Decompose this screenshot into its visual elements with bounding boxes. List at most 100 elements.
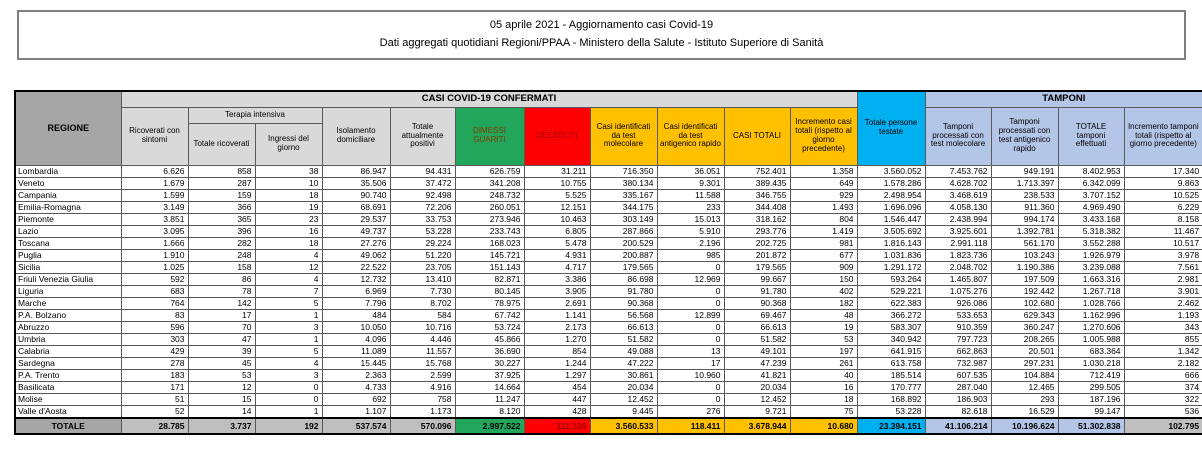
value-cell: 318.162	[723, 212, 791, 226]
total-value-cell: 118.411	[656, 416, 725, 435]
value-cell: 11.247	[454, 392, 525, 406]
value-cell: 1.465.807	[924, 272, 992, 286]
value-cell: 82.871	[454, 272, 525, 286]
value-cell: 49.062	[321, 248, 391, 262]
region-name: Veneto	[14, 176, 122, 190]
value-cell: 4.058.130	[924, 200, 992, 214]
value-cell: 1.025	[120, 260, 189, 274]
value-cell: 39	[187, 344, 256, 358]
region-name: Valle d'Aosta	[14, 404, 122, 418]
value-cell: 985	[656, 248, 725, 262]
value-cell: 179.565	[589, 260, 658, 274]
value-cell: 2.173	[523, 320, 591, 334]
value-cell: 37.925	[454, 368, 525, 382]
table-row: Puglia 1.910 248 4 49.062 51.220 145.721 4.931 2…	[14, 248, 1202, 262]
value-cell: 23.705	[389, 260, 456, 274]
group-header-tamponi: TAMPONI	[924, 90, 1202, 108]
value-cell: 66.613	[723, 320, 791, 334]
value-cell: 1.823.736	[924, 248, 992, 262]
value-cell: 1	[254, 404, 323, 418]
value-cell: 8.120	[454, 404, 525, 418]
value-cell: 12	[254, 260, 323, 274]
region-name: Lombardia	[14, 164, 122, 178]
value-cell: 200.529	[589, 236, 658, 250]
value-cell: 47.222	[589, 356, 658, 370]
value-cell: 4.916	[389, 380, 456, 394]
value-cell: 1.546.447	[856, 212, 926, 226]
value-cell: 389.435	[723, 176, 791, 190]
value-cell: 344.408	[723, 200, 791, 214]
value-cell: 22.522	[321, 260, 391, 274]
value-cell: 9.301	[656, 176, 725, 190]
value-cell: 53.228	[856, 404, 926, 418]
value-cell: 0	[656, 332, 725, 346]
region-name: Marche	[14, 296, 122, 310]
value-cell: 1.392.781	[990, 224, 1059, 238]
value-cell: 90.740	[321, 188, 391, 202]
value-cell: 4	[254, 248, 323, 262]
value-cell: 51	[120, 392, 189, 406]
value-cell: 10	[254, 176, 323, 190]
total-value-cell: 2.997.522	[454, 416, 525, 435]
value-cell: 83	[120, 308, 189, 322]
value-cell: 5.525	[523, 188, 591, 202]
header-tamponi-antigenico: Tamponi processati con test antigenico r…	[990, 106, 1059, 166]
value-cell: 666	[1123, 368, 1202, 382]
value-cell: 20.034	[723, 380, 791, 394]
value-cell: 3.505.692	[856, 224, 926, 238]
value-cell: 402	[789, 284, 858, 298]
value-cell: 16	[254, 224, 323, 238]
value-cell: 596	[120, 320, 189, 334]
value-cell: 1.030.218	[1057, 356, 1125, 370]
value-cell: 7.453.762	[924, 164, 992, 178]
value-cell: 797.723	[924, 332, 992, 346]
value-cell: 613.758	[856, 356, 926, 370]
value-cell: 13.410	[389, 272, 456, 286]
value-cell: 732.987	[924, 356, 992, 370]
value-cell: 20.501	[990, 344, 1059, 358]
value-cell: 4	[254, 272, 323, 286]
total-label: TOTALE	[14, 416, 122, 435]
value-cell: 20.034	[589, 380, 658, 394]
value-cell: 529.221	[856, 284, 926, 298]
value-cell: 15.445	[321, 356, 391, 370]
value-cell: 4.931	[523, 248, 591, 262]
value-cell: 8.158	[1123, 212, 1202, 226]
table-row: Molise 51 15 0 692 758 11.247 447 12.452 0 12.452 1…	[14, 392, 1202, 406]
value-cell: 201.872	[723, 248, 791, 262]
table-row: Emilia-Romagna 3.149 366 19 68.691 72.206 260.…	[14, 200, 1202, 214]
value-cell: 66.613	[589, 320, 658, 334]
value-cell: 40	[789, 368, 858, 382]
value-cell: 1.493	[789, 200, 858, 214]
value-cell: 293	[990, 392, 1059, 406]
value-cell: 150	[789, 272, 858, 286]
value-cell: 18	[254, 236, 323, 250]
region-name: Abruzzo	[14, 320, 122, 334]
value-cell: 374	[1123, 380, 1202, 394]
value-cell: 23	[254, 212, 323, 226]
region-name: Umbria	[14, 332, 122, 346]
value-cell: 1.578.286	[856, 176, 926, 190]
value-cell: 484	[321, 308, 391, 322]
value-cell: 3.386	[523, 272, 591, 286]
header-totale-attualmente-positivi: Totale attualmente positivi	[389, 106, 456, 166]
table-row: Sardegna 278 45 4 15.445 15.768 30.227 1.244 47.…	[14, 356, 1202, 370]
value-cell: 1.267.718	[1057, 284, 1125, 298]
value-cell: 17.340	[1123, 164, 1202, 178]
value-cell: 91.780	[589, 284, 658, 298]
value-cell: 27.276	[321, 236, 391, 250]
value-cell: 12.465	[990, 380, 1059, 394]
region-name: P.A. Bolzano	[14, 308, 122, 322]
header-ingressi-del-giorno: Ingressi del giorno	[254, 122, 323, 166]
value-cell: 1.926.979	[1057, 248, 1125, 262]
value-cell: 0	[656, 284, 725, 298]
value-cell: 9.445	[589, 404, 658, 418]
value-cell: 45	[187, 356, 256, 370]
value-cell: 233.743	[454, 224, 525, 238]
value-cell: 454	[523, 380, 591, 394]
table-row: Friuli Venezia Giulia 592 86 4 12.732 13.410 8…	[14, 272, 1202, 286]
value-cell: 2.991.118	[924, 236, 992, 250]
value-cell: 3	[254, 368, 323, 382]
value-cell: 90.368	[589, 296, 658, 310]
value-cell: 1.173	[389, 404, 456, 418]
